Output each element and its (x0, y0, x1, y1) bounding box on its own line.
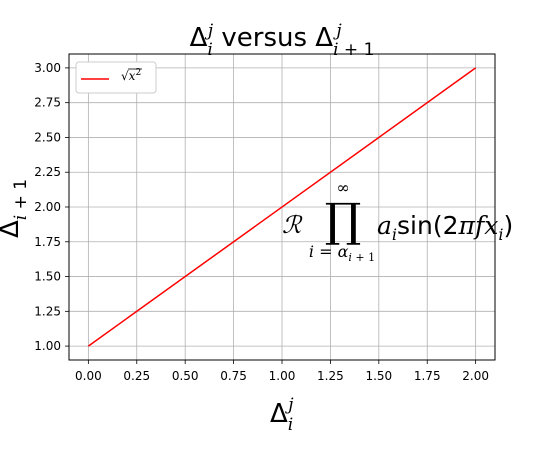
x-axis-label: Δij (270, 395, 294, 435)
y-tick-label: 1.50 (34, 270, 61, 284)
x-tick-label: 0.25 (123, 369, 150, 383)
legend-box (75, 61, 157, 94)
y-tick-label: 2.75 (34, 96, 61, 110)
y-tick-label: 2.00 (34, 200, 61, 214)
x-tick-label: 0.75 (220, 369, 247, 383)
series-layer (87, 67, 477, 347)
x-tick-label: 1.50 (365, 369, 392, 383)
plot-frame (68, 53, 496, 361)
annotation-product-symbol: ∏ (325, 193, 362, 247)
x-tick-label: 1.00 (269, 369, 296, 383)
series-line-sqrt-x-squared (87, 67, 477, 347)
ticks: 0.00 0.25 0.50 0.75 1.00 1.25 1.50 1.75 2.00 1.00… (34, 61, 489, 383)
x-tick-label: 0.50 (172, 369, 199, 383)
y-tick-label: 3.00 (34, 61, 61, 75)
x-tick-label: 1.75 (414, 369, 441, 383)
y-tick-label: 1.25 (34, 304, 61, 318)
legend: √x2 (75, 61, 157, 94)
y-axis-label: Δi + 1 (0, 179, 31, 238)
annotation-expression: aisin(2πfxi) (377, 211, 513, 244)
x-tick-label: 2.00 (462, 369, 489, 383)
annotation-script-r: ℛ (282, 211, 303, 239)
y-tick-label: 1.75 (34, 235, 61, 249)
annotation-infinity: ∞ (336, 178, 349, 197)
x-tick-label: 1.25 (317, 369, 344, 383)
y-tick-label: 2.25 (34, 165, 61, 179)
y-tick-label: 2.50 (34, 130, 61, 144)
x-tick-label: 0.00 (75, 369, 102, 383)
y-tick-label: 1.00 (34, 339, 61, 353)
